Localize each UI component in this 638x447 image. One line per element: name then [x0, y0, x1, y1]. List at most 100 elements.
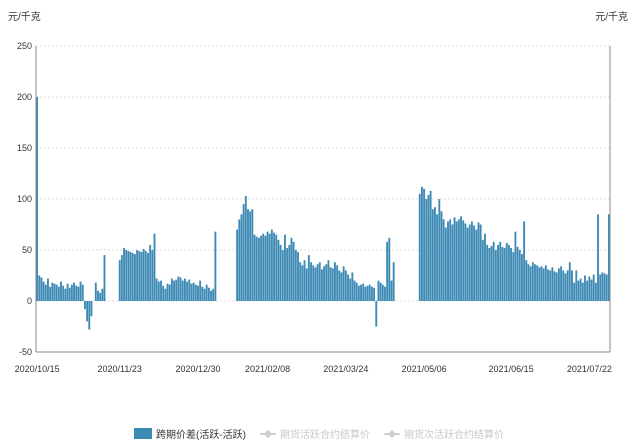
- bar: [444, 227, 447, 301]
- bar: [173, 280, 176, 301]
- bar: [466, 227, 469, 301]
- bar: [192, 282, 195, 301]
- bar: [436, 214, 439, 301]
- y-tick-label: 0: [27, 296, 32, 306]
- bar: [349, 278, 352, 301]
- bar: [447, 221, 449, 301]
- bar: [42, 281, 45, 301]
- bar: [210, 290, 212, 301]
- bar: [316, 264, 319, 301]
- bar: [49, 286, 52, 301]
- bar: [88, 301, 91, 330]
- bar: [431, 209, 434, 301]
- bar: [490, 245, 493, 301]
- bar: [175, 279, 178, 301]
- bar: [340, 272, 343, 301]
- legend-item[interactable]: 期货次活跃合约结算价: [384, 426, 504, 441]
- bar: [523, 221, 526, 301]
- bar: [475, 229, 478, 301]
- bar: [118, 260, 121, 301]
- bar: [518, 250, 521, 301]
- x-tick-label: 2020/11/23: [98, 364, 142, 374]
- bar: [384, 286, 386, 301]
- y-axis-ticks: 250 200 150 100 50 0 -50: [17, 41, 32, 357]
- bar: [320, 269, 323, 301]
- legend-item[interactable]: 期货活跃合约结算价: [260, 426, 370, 441]
- bar: [299, 262, 302, 301]
- bar: [264, 235, 267, 301]
- bar: [588, 276, 591, 301]
- bar: [86, 301, 89, 322]
- bar: [477, 222, 480, 301]
- bar: [199, 280, 202, 301]
- y-tick-label: -50: [19, 347, 32, 357]
- bar: [479, 224, 482, 301]
- bar: [607, 214, 610, 301]
- bar: [70, 284, 73, 301]
- bar: [57, 286, 60, 301]
- bar: [370, 286, 373, 301]
- bar: [455, 221, 458, 301]
- bar: [601, 272, 604, 301]
- bar: [162, 285, 165, 301]
- bar: [255, 236, 258, 301]
- bar: [270, 229, 273, 301]
- bar: [501, 246, 504, 301]
- bar: [586, 280, 589, 301]
- bar: [597, 214, 599, 301]
- y-tick-label: 50: [22, 245, 32, 255]
- bar: [79, 281, 82, 301]
- bar: [560, 266, 563, 301]
- bar: [355, 282, 358, 301]
- bar: [364, 286, 367, 301]
- bar: [55, 284, 58, 301]
- bar: [153, 233, 156, 301]
- bar: [249, 211, 252, 301]
- bar: [147, 253, 149, 301]
- x-tick-label: 2021/07/22: [567, 364, 612, 374]
- bar: [599, 274, 602, 301]
- bar: [68, 287, 71, 301]
- bar: [168, 284, 171, 301]
- x-tick-label: 2020/12/30: [175, 364, 220, 374]
- bar: [247, 209, 249, 301]
- bar: [186, 281, 189, 301]
- bar: [260, 235, 262, 301]
- bar: [342, 266, 345, 301]
- bar: [488, 247, 491, 301]
- bar: [236, 229, 239, 301]
- bar: [323, 266, 326, 301]
- legend-item[interactable]: 跨期价差(活跃-活跃): [134, 426, 246, 441]
- bar: [292, 241, 295, 301]
- bar: [429, 190, 432, 301]
- bar: [438, 199, 441, 301]
- bar: [577, 280, 580, 301]
- bar: [360, 284, 362, 301]
- bar: [555, 272, 558, 301]
- bar: [190, 283, 193, 301]
- bar: [505, 242, 508, 301]
- bar: [503, 247, 506, 301]
- bar: [207, 287, 210, 301]
- bar: [514, 231, 517, 301]
- bar: [101, 288, 104, 301]
- bar: [277, 239, 280, 301]
- bar: [453, 217, 456, 301]
- bar: [144, 251, 147, 301]
- bar: [125, 250, 128, 301]
- bar: [179, 277, 182, 301]
- bar: [605, 274, 608, 301]
- bar: [529, 266, 532, 301]
- bar: [60, 281, 62, 301]
- bar: [53, 283, 56, 301]
- bar: [197, 285, 199, 301]
- bar: [351, 272, 354, 301]
- bar: [75, 285, 78, 301]
- bar: [551, 267, 554, 301]
- bar: [38, 275, 41, 301]
- bar: [499, 241, 502, 301]
- bar: [253, 234, 256, 301]
- bar: [62, 285, 65, 301]
- bar-series: [36, 97, 610, 330]
